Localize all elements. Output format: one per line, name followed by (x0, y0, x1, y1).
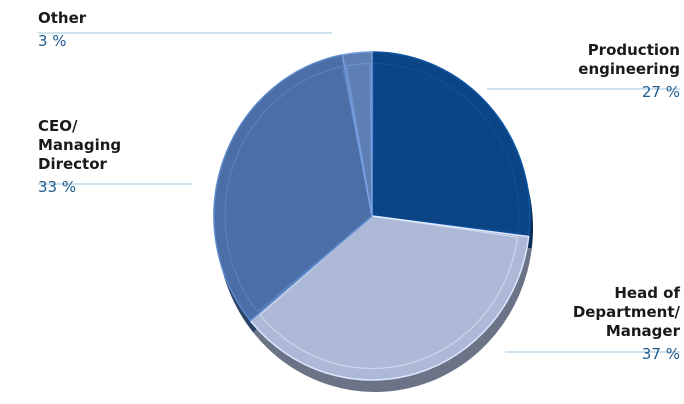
label-ceo-managing-director: CEO/ Managing Director 33 % (38, 117, 121, 197)
slice-face-ceo-managing-director (213, 54, 373, 322)
label-production-engineering-value: 27 % (641, 83, 680, 101)
label-head-name: Head of Department/ Manager (572, 284, 680, 340)
label-other: Other 3 % (38, 9, 86, 51)
slice-bevel-ceo-managing-director (224, 65, 373, 313)
label-head-of-department: Head of Department/ Manager 37 % (573, 284, 680, 364)
leader-lines (38, 32, 680, 353)
slice-ceo-managing-director (213, 54, 373, 322)
label-other-name: Other (38, 9, 87, 27)
label-production-engineering: Production engineering 27 % (578, 41, 680, 102)
label-other-value: 3 % (38, 32, 67, 50)
label-production-engineering-name: Production engineering (578, 41, 680, 78)
slice-other (341, 51, 373, 217)
slice-head-of-department-manager (249, 215, 530, 381)
slice-bevel-production-engineering (371, 62, 520, 234)
pie-slices (213, 51, 533, 393)
label-ceo-value: 33 % (38, 178, 77, 196)
label-head-value: 37 % (641, 345, 680, 363)
slice-bevel-other (345, 62, 373, 217)
slice-face-production-engineering (371, 51, 531, 238)
label-ceo-name: CEO/ Managing Director (38, 117, 122, 173)
slice-bevel-head-of-department-manager (259, 215, 519, 370)
slice-production-engineering (371, 51, 531, 238)
